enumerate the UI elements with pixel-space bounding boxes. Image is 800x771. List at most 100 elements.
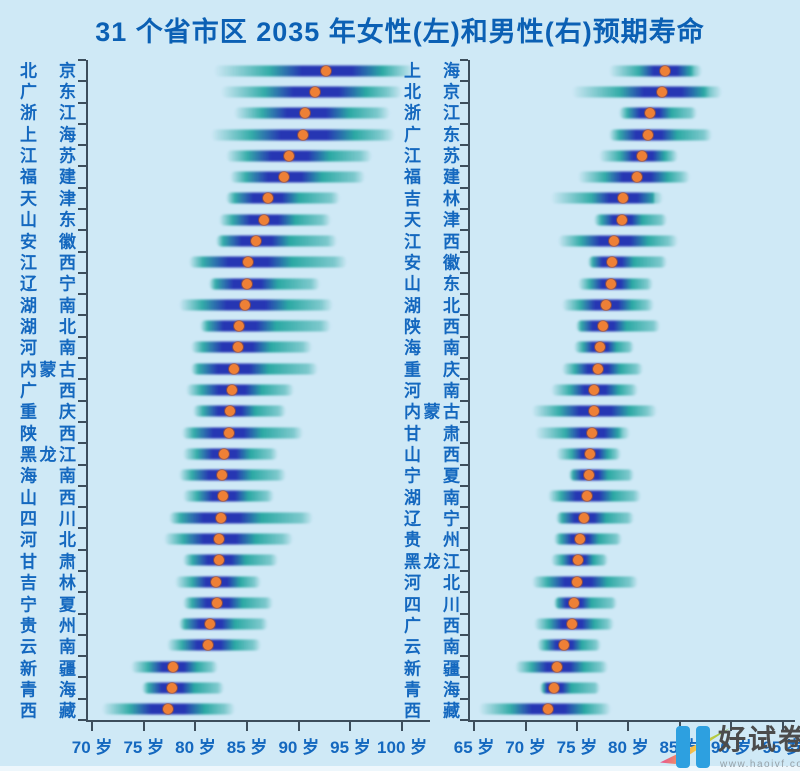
- axis-tick-label: 75 岁: [123, 738, 165, 757]
- interval-band: [568, 469, 634, 481]
- interval-band: [608, 65, 703, 77]
- median-dot: [644, 108, 655, 119]
- row-label: 内蒙古: [20, 360, 76, 380]
- row-boundary-tick: [78, 144, 86, 147]
- female-labels: 北京 广东 浙江 上海 江苏 福建 天津 山东 安徽 江西 辽宁 湖南 湖北 河南 内蒙古 广西 重庆 陕西 黑龙江…: [20, 60, 76, 722]
- interval-band: [594, 214, 668, 226]
- interval-band: [551, 192, 664, 204]
- chart-title: 31 个省市区 2035 年女性(左)和男性(右)预期寿命: [95, 17, 705, 47]
- axis-tick-label: 95 岁: [330, 738, 371, 757]
- median-dot: [660, 65, 671, 76]
- axis-tick-label: 70 岁: [505, 738, 546, 757]
- row-boundary-tick: [460, 122, 468, 125]
- median-dot: [310, 86, 321, 97]
- median-dot: [320, 65, 331, 76]
- median-dot: [582, 491, 593, 502]
- row-label: 湖北: [404, 296, 460, 316]
- median-dot: [597, 321, 608, 332]
- median-dot: [217, 470, 228, 481]
- row-label: 河北: [404, 573, 460, 593]
- median-dot: [600, 299, 611, 310]
- interval-band: [226, 192, 341, 204]
- row-boundary-tick: [78, 506, 86, 509]
- male-labels: 上海 北京 浙江 广东 江苏 福建 吉林 天津 江西 安徽 山东 湖北 陕西 海南 重庆 河南 内蒙古 甘肃 山西宁…: [404, 60, 460, 722]
- interval-band: [141, 682, 225, 694]
- median-dot: [212, 597, 223, 608]
- interval-band: [168, 512, 314, 524]
- row-boundary-tick: [78, 122, 86, 125]
- median-dot: [575, 534, 586, 545]
- row-boundary-tick: [78, 293, 86, 296]
- row-label: 黑龙江: [20, 445, 76, 465]
- interval-band: [183, 448, 279, 460]
- median-dot: [214, 555, 225, 566]
- row-boundary-tick: [460, 314, 468, 317]
- median-dot: [549, 683, 560, 694]
- row-boundary-tick: [78, 591, 86, 594]
- row-label: 江西: [20, 253, 76, 273]
- row-label: 内蒙古: [404, 402, 460, 422]
- row-label: 天津: [404, 210, 460, 230]
- median-dot: [284, 150, 295, 161]
- median-dot: [552, 661, 563, 672]
- row-label: 北京: [20, 61, 76, 81]
- row-label: 上海: [404, 61, 460, 81]
- median-dot: [251, 235, 262, 246]
- row-boundary-tick: [78, 186, 86, 189]
- row-label: 浙江: [404, 103, 460, 123]
- axis-tick-label: 80 岁: [175, 738, 216, 757]
- row-label: 山西: [20, 488, 76, 508]
- median-dot: [224, 406, 235, 417]
- row-label: 陕西: [20, 424, 76, 444]
- median-dot: [558, 640, 569, 651]
- row-boundary-tick: [78, 271, 86, 274]
- median-dot: [605, 278, 616, 289]
- bottom-strip: [0, 766, 800, 771]
- row-label: 河南: [20, 338, 76, 358]
- median-dot: [642, 129, 653, 140]
- interval-band: [191, 363, 319, 375]
- axis-tick: [730, 722, 733, 731]
- row-boundary-tick: [460, 420, 468, 423]
- row-label: 山东: [404, 274, 460, 294]
- row-label: 天津: [20, 189, 76, 209]
- row-boundary-tick: [78, 697, 86, 700]
- row-label: 江西: [404, 232, 460, 252]
- median-dot: [232, 342, 243, 353]
- row-boundary-tick: [460, 506, 468, 509]
- row-boundary-tick: [460, 463, 468, 466]
- row-boundary-tick: [460, 250, 468, 253]
- row-boundary-tick: [78, 80, 86, 83]
- median-dot: [214, 534, 225, 545]
- interval-band: [226, 150, 373, 162]
- row-label: 云南: [404, 637, 460, 657]
- row-boundary-tick: [460, 399, 468, 402]
- interval-band: [554, 597, 618, 609]
- median-dot: [262, 193, 273, 204]
- row-label: 安徽: [404, 253, 460, 273]
- row-label: 北京: [404, 82, 460, 102]
- row-label: 江苏: [404, 146, 460, 166]
- row-label: 四川: [404, 595, 460, 615]
- interval-band: [233, 107, 390, 119]
- row-boundary-tick: [78, 633, 86, 636]
- interval-band: [214, 65, 415, 77]
- row-boundary-tick: [78, 463, 86, 466]
- row-boundary-tick: [78, 208, 86, 211]
- axis-tick: [781, 722, 784, 731]
- row-boundary-tick: [460, 612, 468, 615]
- interval-band: [186, 384, 294, 396]
- row-boundary-tick: [78, 442, 86, 445]
- interval-band: [189, 256, 348, 268]
- interval-band: [534, 427, 631, 439]
- interval-band: [182, 427, 303, 439]
- row-label: 云南: [20, 637, 76, 657]
- axis-tick: [91, 722, 94, 731]
- row-label: 湖北: [20, 317, 76, 337]
- row-boundary-tick: [460, 144, 468, 147]
- axis-tick: [473, 722, 476, 731]
- row-boundary-tick: [460, 591, 468, 594]
- interval-band: [219, 214, 331, 226]
- axis-tick-label: 85 岁: [226, 738, 268, 757]
- row-label: 安徽: [20, 232, 76, 252]
